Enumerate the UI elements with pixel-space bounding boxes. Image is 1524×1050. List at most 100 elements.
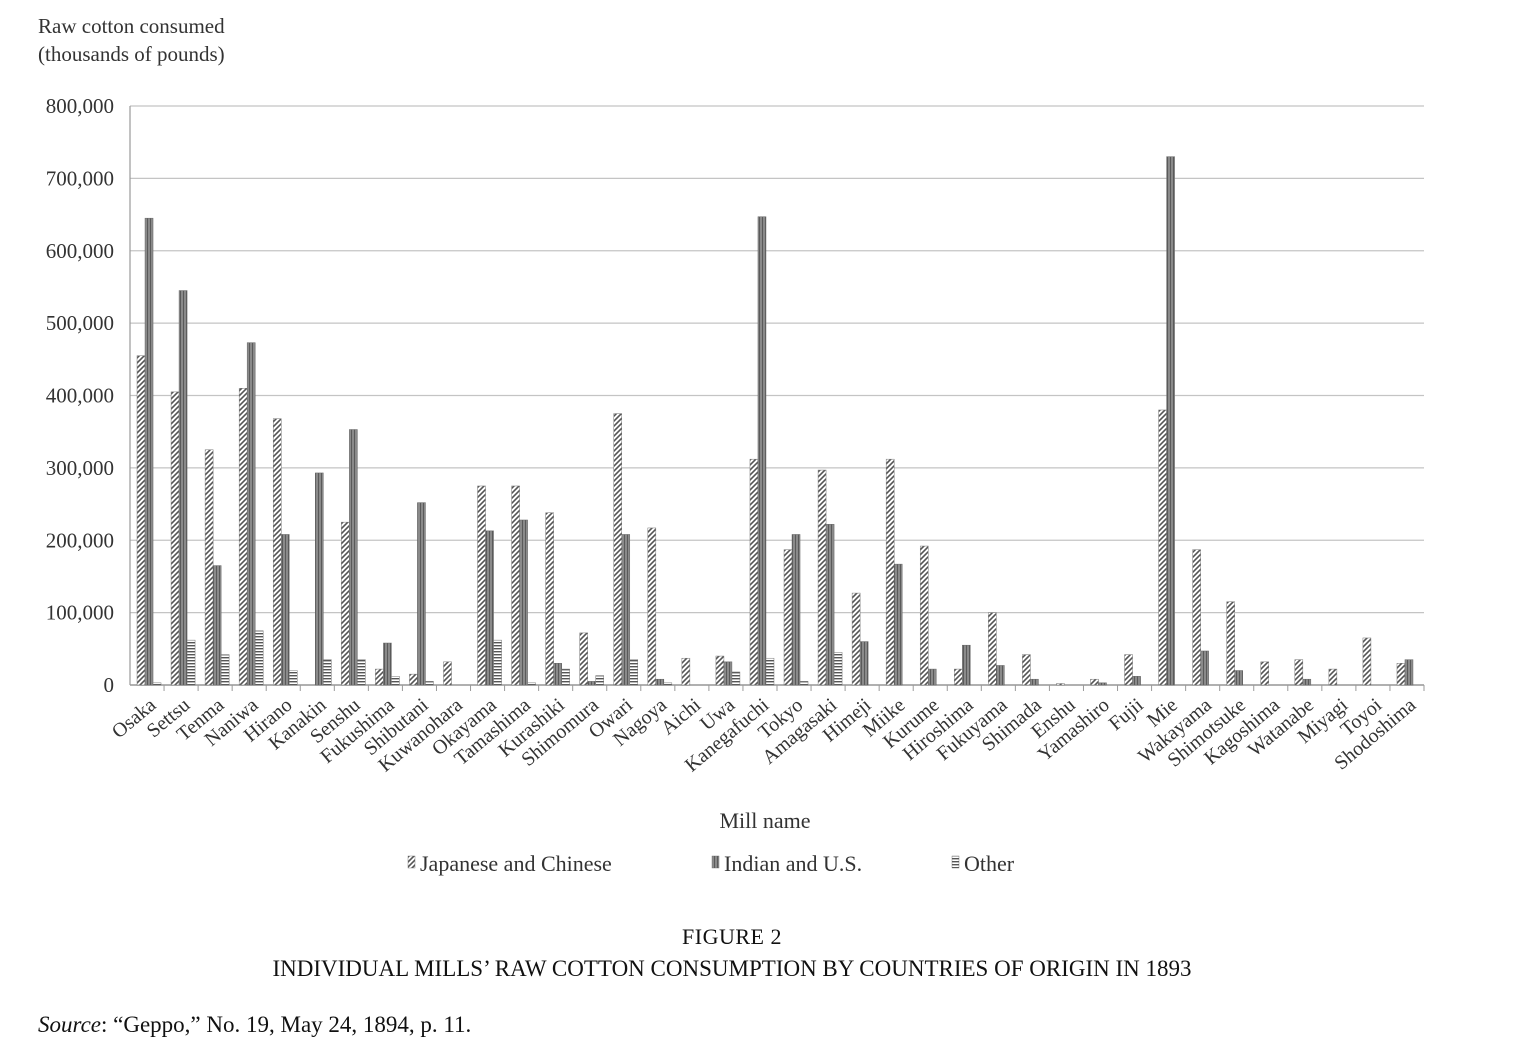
bar-horizontal: [799, 681, 809, 686]
bar-solid: [825, 524, 835, 686]
bar-horizontal: [595, 675, 604, 686]
bar-solid: [1098, 682, 1107, 686]
bar-diagonal: [1226, 601, 1235, 686]
x-tick-label: Fujii: [1105, 694, 1148, 735]
bar-solid: [553, 663, 562, 686]
y-tick-label: 600,000: [46, 239, 114, 263]
bar-diagonal: [1090, 678, 1099, 686]
bar-diagonal: [647, 527, 657, 686]
bar-solid: [859, 641, 869, 686]
bar-solid: [723, 661, 733, 686]
bar-diagonal: [545, 512, 554, 686]
bar-horizontal: [254, 630, 264, 686]
bar-horizontal: [765, 657, 775, 686]
y-axis-label-line1: Raw cotton consumed: [38, 14, 225, 38]
bar-solid: [962, 644, 971, 686]
bar-diagonal: [715, 655, 725, 686]
bar-solid: [757, 216, 767, 686]
source-text: : “Geppo,” No. 19, May 24, 1894, p. 11.: [101, 1012, 472, 1037]
bar-horizontal: [561, 668, 570, 686]
bar-diagonal: [272, 418, 282, 686]
bar-solid: [519, 519, 528, 686]
bar-diagonal: [988, 612, 997, 686]
bar-diagonal: [1294, 659, 1304, 686]
bar-diagonal: [1328, 668, 1338, 686]
bar-diagonal: [409, 673, 418, 686]
legend-label: Other: [964, 851, 1015, 876]
bar-diagonal: [1362, 637, 1372, 686]
bar-diagonal: [681, 657, 691, 686]
y-tick-label: 0: [104, 673, 115, 697]
bar-diagonal: [1056, 683, 1065, 686]
x-tick-labels: OsakaSettsuTenmaNaniwaHiranoKanakinSensh…: [108, 685, 1425, 777]
bar-diagonal: [511, 485, 520, 686]
bar-diagonal: [477, 485, 486, 686]
bar-horizontal: [391, 676, 400, 686]
bar-diagonal: [136, 355, 146, 686]
bar-horizontal: [323, 659, 332, 686]
source-note: Source: “Geppo,” No. 19, May 24, 1894, p…: [38, 1012, 471, 1038]
y-tick-label: 700,000: [46, 166, 114, 190]
bar-diagonal: [613, 413, 623, 686]
bar-horizontal: [220, 654, 230, 686]
y-tick-label: 300,000: [46, 456, 114, 480]
bar-diagonal: [1260, 661, 1270, 686]
legend-label: Indian and U.S.: [724, 851, 862, 876]
bar-solid: [417, 502, 426, 686]
bar-diagonal: [783, 549, 793, 686]
gridlines: [129, 105, 1424, 686]
bar-horizontal: [629, 659, 639, 686]
y-tick-label: 400,000: [46, 384, 114, 408]
figure-title: INDIVIDUAL MILLS’ RAW COTTON CONSUMPTION…: [272, 956, 1192, 981]
bar-horizontal: [152, 682, 162, 686]
bar-diagonal: [919, 545, 929, 686]
bar-horizontal: [288, 670, 298, 686]
bar-horizontal: [425, 681, 434, 686]
bar-solid: [178, 290, 188, 686]
bar-diagonal: [749, 458, 759, 686]
bar-horizontal: [663, 682, 673, 686]
bar-solid: [1030, 678, 1039, 686]
bar-solid: [144, 217, 154, 686]
bar-solid: [893, 563, 903, 686]
bar-solid: [587, 681, 596, 686]
bar-diagonal: [204, 449, 214, 686]
bar-solid: [212, 565, 222, 686]
y-tick-label: 800,000: [46, 94, 114, 118]
legend-swatch-solid: [711, 855, 720, 869]
bar-diagonal: [341, 521, 350, 686]
bar-solid: [927, 668, 937, 686]
bar-horizontal: [731, 671, 741, 686]
bar-solid: [791, 534, 801, 686]
legend: Japanese and Chinese Indian and U.S. Other: [407, 851, 1015, 876]
figure-label: FIGURE 2: [682, 924, 782, 949]
bar-diagonal: [170, 391, 180, 686]
legend-swatch-diagonal: [407, 855, 416, 869]
bar-solid: [485, 530, 494, 686]
bar-solid: [246, 342, 256, 686]
y-axis-label-line2: (thousands of pounds): [38, 42, 225, 66]
y-tick-label: 500,000: [46, 311, 114, 335]
legend-label: Japanese and Chinese: [420, 851, 612, 876]
bar-solid: [1166, 156, 1175, 686]
source-prefix: Source: [38, 1012, 102, 1037]
x-axis-label: Mill name: [719, 808, 810, 833]
bar-horizontal: [833, 652, 843, 686]
bar-solid: [621, 534, 631, 686]
bar-solid: [280, 534, 290, 686]
bar-diagonal: [1022, 654, 1031, 686]
bar-solid: [996, 665, 1005, 686]
bar-diagonal: [817, 469, 827, 686]
bar-solid: [349, 429, 358, 686]
bars: [136, 156, 1414, 686]
bar-solid: [315, 472, 324, 686]
bar-diagonal: [238, 388, 248, 686]
bar-diagonal: [851, 592, 861, 686]
bar-diagonal: [885, 458, 895, 686]
y-axis-label: Raw cotton consumed (thousands of pounds…: [38, 12, 225, 68]
bar-diagonal: [1396, 663, 1406, 686]
bar-solid: [1234, 670, 1243, 686]
bar-horizontal: [357, 659, 366, 686]
bar-diagonal: [1124, 654, 1133, 686]
bar-chart: 0 100,000 200,000 300,000 400,000 500,000 600,…: [46, 94, 1425, 876]
